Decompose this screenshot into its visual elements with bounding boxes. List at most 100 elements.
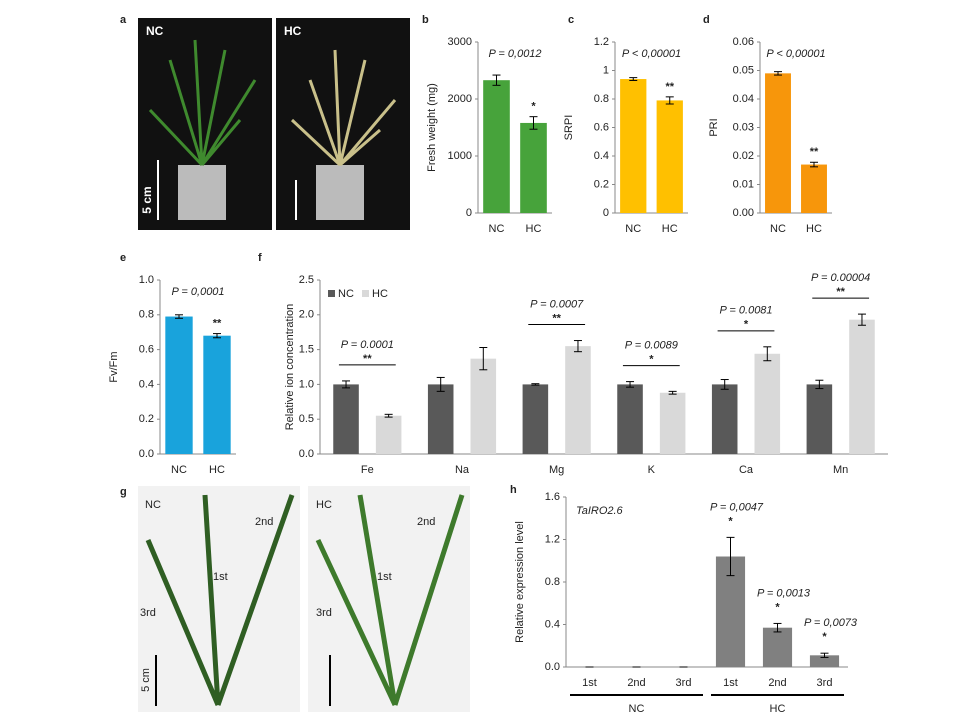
p-value: P = 0.00004: [811, 272, 870, 284]
bar: [470, 358, 497, 454]
p-value: P = 0.0089: [625, 340, 678, 352]
bar: [711, 384, 738, 454]
p-value: P = 0,0012: [488, 48, 541, 60]
photo-label: HC: [316, 499, 332, 511]
bar: [203, 335, 231, 454]
legend-label: HC: [372, 288, 388, 300]
leaf-label: 2nd: [255, 516, 273, 528]
y-tick-label: 1.5: [299, 344, 314, 356]
x-tick-label: 3rd: [817, 677, 833, 689]
significance: *: [649, 354, 654, 366]
x-tick-label: 2nd: [768, 677, 786, 689]
significance: *: [744, 319, 749, 331]
y-tick-label: 1.2: [594, 36, 609, 48]
x-tick-label: Fe: [361, 464, 374, 476]
p-value: P = 0,0073: [804, 617, 858, 629]
y-tick-label: 1.2: [545, 533, 560, 545]
bar: [520, 122, 547, 213]
x-tick-label: 2nd: [627, 677, 645, 689]
y-tick-label: 0.06: [733, 36, 754, 48]
y-tick-label: 0.5: [299, 413, 314, 425]
y-tick-label: 0.4: [594, 150, 609, 162]
x-tick-label: NC: [625, 223, 641, 235]
x-tick-label: Ca: [739, 464, 754, 476]
chart-title: TaIRO2.6: [576, 505, 624, 517]
y-tick-label: 0.8: [594, 93, 609, 105]
p-value: P = 0.0007: [530, 298, 584, 310]
x-tick-label: HC: [526, 223, 542, 235]
y-tick-label: 0: [603, 207, 609, 219]
x-tick-label: 1st: [582, 677, 597, 689]
y-tick-label: 2000: [448, 93, 472, 105]
legend-label: NC: [338, 288, 354, 300]
y-tick-label: 0.2: [594, 178, 609, 190]
y-tick-label: 0.05: [733, 64, 754, 76]
significance: *: [822, 631, 827, 643]
leaves: [145, 494, 295, 706]
y-tick-label: 0.00: [733, 207, 754, 219]
panel-letter: g: [120, 486, 127, 498]
significance: **: [836, 286, 845, 298]
legend-swatch: [362, 290, 369, 297]
y-tick-label: 0.04: [733, 93, 754, 105]
group-label: NC: [629, 703, 645, 715]
y-tick-label: 0.02: [733, 150, 754, 162]
y-tick-label: 0.8: [545, 576, 560, 588]
p-value: P = 0,0013: [757, 587, 811, 599]
bar: [754, 353, 781, 454]
pot: [316, 165, 364, 220]
x-tick-label: Mn: [833, 464, 848, 476]
x-tick-label: 1st: [723, 677, 738, 689]
p-value: P = 0,0001: [171, 286, 224, 298]
plant: [148, 39, 257, 167]
scale-label: 5 cm: [140, 186, 154, 213]
y-axis-label: Fv/Fm: [108, 351, 120, 382]
significance: *: [728, 515, 733, 527]
bar: [617, 384, 643, 454]
bar: [427, 384, 454, 454]
panel-letter: c: [568, 14, 574, 26]
significance: **: [810, 146, 819, 158]
photo: [138, 486, 300, 712]
panel-letter: d: [703, 14, 710, 26]
significance: **: [213, 317, 222, 329]
y-tick-label: 0.6: [139, 344, 154, 356]
y-tick-label: 0.2: [139, 413, 154, 425]
bar: [165, 316, 193, 454]
y-tick-label: 0.4: [139, 378, 154, 390]
y-tick-label: 0.01: [733, 178, 754, 190]
x-tick-label: HC: [209, 464, 225, 476]
y-tick-label: 1.6: [545, 491, 560, 503]
bar: [809, 655, 840, 667]
leaf-label: 1st: [213, 571, 228, 583]
y-axis-label: PRI: [708, 118, 720, 136]
leaves: [315, 494, 465, 707]
significance: *: [531, 101, 536, 113]
bar: [806, 384, 833, 454]
x-tick-label: NC: [770, 223, 786, 235]
y-axis-label: SRPI: [563, 115, 575, 141]
plant: [290, 49, 397, 167]
y-tick-label: 1.0: [139, 274, 154, 286]
significance: **: [665, 81, 674, 93]
panel-letter: f: [258, 252, 262, 264]
panel-letter: e: [120, 252, 126, 264]
significance: *: [775, 601, 780, 613]
y-tick-label: 1000: [448, 150, 472, 162]
y-tick-label: 2.0: [299, 309, 314, 321]
leaf-label: 3rd: [140, 607, 156, 619]
y-tick-label: 0.4: [545, 618, 560, 630]
y-tick-label: 0.0: [299, 448, 314, 460]
bar: [762, 627, 793, 667]
bar: [656, 100, 683, 213]
bar: [333, 384, 359, 454]
panel-letter: h: [510, 484, 517, 496]
p-value: P < 0,00001: [622, 48, 681, 60]
leaf-label: 3rd: [316, 607, 332, 619]
x-tick-label: Na: [455, 464, 470, 476]
bar: [659, 392, 686, 454]
y-axis-label: Relative expression level: [514, 521, 526, 643]
y-tick-label: 3000: [448, 36, 472, 48]
x-tick-label: Mg: [549, 464, 564, 476]
leaf-label: 1st: [377, 571, 392, 583]
